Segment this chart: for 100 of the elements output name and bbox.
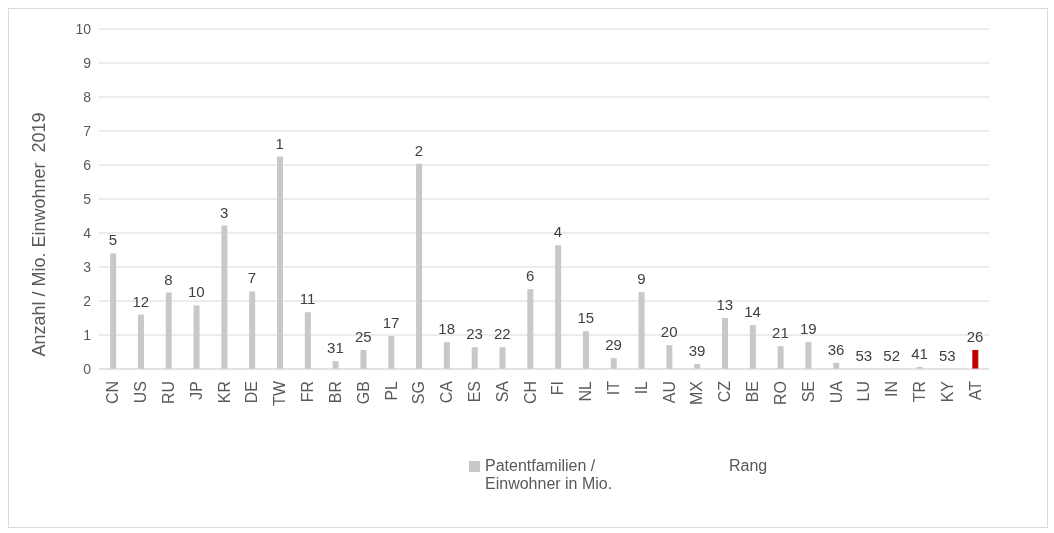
x-tick-label: IL <box>632 380 650 395</box>
annotation: 5 <box>108 231 118 249</box>
annotation: 23 <box>466 325 483 343</box>
x-tick-label: CH <box>521 381 539 405</box>
annotation: 14 <box>744 303 761 321</box>
y-tick-label: 0 <box>83 360 92 377</box>
x-tick-label: AT <box>966 380 984 401</box>
x-tick-label: SE <box>799 381 817 403</box>
y-axis-title: Anzahl / Mio. Einwohner 2019 <box>28 111 50 357</box>
annotation: 26 <box>966 327 984 345</box>
annotation: 36 <box>827 340 845 358</box>
annotation: 7 <box>247 269 257 287</box>
y-tick-label: 7 <box>83 122 92 139</box>
annotation: 9 <box>637 270 646 288</box>
bar <box>388 336 395 369</box>
x-tick-label: NL <box>577 380 595 402</box>
x-tick-label: FR <box>299 381 317 403</box>
x-tick-label: FI <box>549 381 567 396</box>
bar <box>165 292 172 369</box>
annotation: 52 <box>883 347 900 364</box>
bar <box>360 349 367 369</box>
bar <box>277 156 283 369</box>
annotation: 21 <box>772 324 789 342</box>
bar <box>610 358 617 369</box>
y-tick-label: 2 <box>83 292 92 309</box>
y-tick-label: 4 <box>83 224 92 241</box>
annotation: 53 <box>855 347 873 364</box>
x-tick-label: IT <box>605 380 623 396</box>
x-tick-label: BE <box>744 381 762 403</box>
x-tick-label: CZ <box>716 380 734 403</box>
bar <box>805 342 812 369</box>
annotation: 41 <box>911 344 928 362</box>
x-tick-label: LU <box>855 381 873 402</box>
bar <box>638 292 645 369</box>
x-tick-label: CN <box>104 381 122 405</box>
annotation: 29 <box>605 336 622 354</box>
x-tick-label: KR <box>215 381 233 404</box>
bar <box>527 289 534 369</box>
bar <box>110 253 117 369</box>
x-tick-label: ES <box>465 381 483 403</box>
annotation: 20 <box>660 323 678 341</box>
annotation: 12 <box>132 292 150 310</box>
bar <box>499 347 506 369</box>
annotation: 17 <box>382 314 400 332</box>
x-tick-label: TW <box>271 380 289 406</box>
y-tick-label: 5 <box>83 190 92 207</box>
y-tick-label: 3 <box>83 258 92 275</box>
x-tick-label: DE <box>243 381 261 404</box>
x-tick-label: SA <box>493 380 511 403</box>
annotation: 31 <box>327 339 344 357</box>
x-tick-label: IN <box>883 381 901 397</box>
annotation: 6 <box>525 267 535 285</box>
annotation: 3 <box>219 203 229 221</box>
annotation: 22 <box>493 325 511 343</box>
x-tick-label: CA <box>438 380 456 404</box>
x-tick-label: US <box>132 381 150 404</box>
annotation: 4 <box>553 223 563 241</box>
x-tick-label: GB <box>354 381 372 405</box>
annotation: 39 <box>688 341 706 359</box>
bar <box>416 163 423 369</box>
bar <box>555 245 562 369</box>
x-tick-label: UA <box>827 380 845 404</box>
bar <box>443 342 450 369</box>
text: Rang <box>729 457 768 476</box>
annotation: 25 <box>354 327 372 345</box>
annotation: 53 <box>938 347 956 364</box>
bar <box>582 331 589 369</box>
annotation: 8 <box>164 270 173 288</box>
bar <box>221 225 228 369</box>
y-tick-label: 1 <box>83 326 92 343</box>
legend-label: Patentfamilien / Einwohner in Mio. <box>485 457 614 493</box>
bar <box>304 312 311 369</box>
x-tick-label: KY <box>938 380 956 403</box>
bar <box>193 305 200 369</box>
annotation: 19 <box>799 320 817 338</box>
bar <box>137 314 144 369</box>
y-tick-label: 8 <box>83 88 92 105</box>
y-tick-label: 10 <box>75 20 92 37</box>
x-tick-label: MX <box>688 380 706 405</box>
annotation: 2 <box>414 141 424 159</box>
bar <box>749 325 756 369</box>
x-tick-label: JP <box>187 381 205 400</box>
bar <box>471 347 478 369</box>
x-tick-label: RO <box>771 381 789 405</box>
x-tick-label: TR <box>910 381 928 403</box>
x-tick-label: PL <box>382 380 400 401</box>
x-tick-label: AU <box>660 381 678 404</box>
bar <box>249 291 256 369</box>
y-tick-label: 9 <box>83 54 92 71</box>
bar <box>972 349 979 369</box>
annotation: 18 <box>438 320 455 338</box>
bar <box>722 318 728 369</box>
x-tick-label: SG <box>410 381 428 405</box>
annotation: 15 <box>577 309 595 327</box>
annotation: 11 <box>299 290 316 308</box>
annotation: 13 <box>716 296 734 313</box>
annotation: 10 <box>188 283 205 301</box>
annotation: 1 <box>275 134 284 152</box>
y-tick-label: 6 <box>83 156 92 173</box>
bar <box>666 345 673 369</box>
